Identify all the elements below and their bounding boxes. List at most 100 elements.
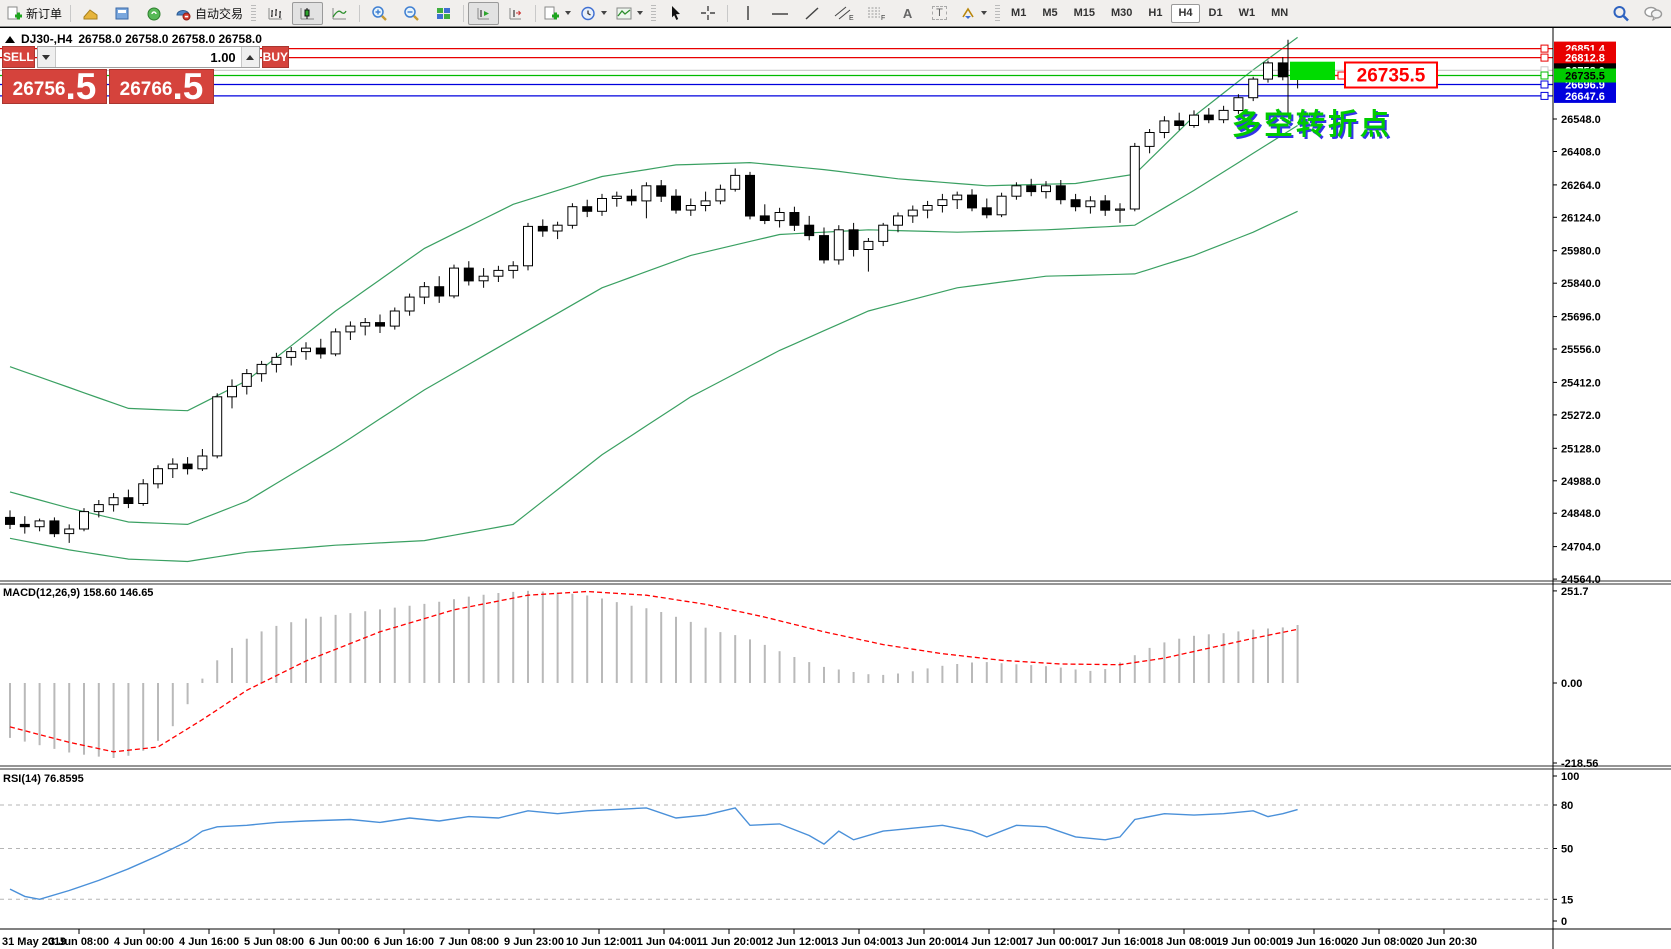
candle bbox=[1203, 114, 1214, 121]
fibonacci-tool-button[interactable]: F bbox=[860, 2, 891, 25]
timeframe-M5[interactable]: M5 bbox=[1035, 4, 1064, 23]
buy-price-main: 26766 bbox=[119, 79, 173, 100]
toolbar-drag-handle[interactable] bbox=[995, 4, 1001, 22]
cursor-tool-button[interactable] bbox=[660, 2, 691, 25]
candle bbox=[1218, 109, 1229, 121]
price-axis[interactable]: 26548.0 26408.0 26264.0 26124.0 25980.0 25840… bbox=[1552, 28, 1601, 949]
line-chart-button[interactable] bbox=[324, 2, 355, 25]
timeframe-M30[interactable]: M30 bbox=[1104, 4, 1139, 23]
bar-chart-button[interactable] bbox=[260, 2, 291, 25]
tile-windows-button[interactable] bbox=[428, 2, 459, 25]
candle bbox=[1248, 78, 1259, 99]
periods-dropdown-caret[interactable] bbox=[601, 11, 608, 15]
new-order-button[interactable]: 新订单 bbox=[3, 2, 66, 25]
candle bbox=[123, 497, 134, 505]
candle bbox=[878, 224, 889, 242]
collapse-panel-icon[interactable] bbox=[5, 35, 15, 43]
indicators-button[interactable] bbox=[540, 2, 575, 25]
volume-increase-button[interactable] bbox=[240, 47, 259, 67]
crosshair-tool-button[interactable] bbox=[692, 2, 723, 25]
timeframe-M15[interactable]: M15 bbox=[1067, 4, 1102, 23]
arrows-dropdown-caret[interactable] bbox=[981, 11, 988, 15]
search-button[interactable] bbox=[1605, 2, 1636, 25]
market-watch-icon bbox=[83, 8, 98, 19]
market-watch-button[interactable] bbox=[75, 2, 106, 25]
periods-button[interactable] bbox=[576, 2, 611, 25]
svg-text:13 Jun 04:00: 13 Jun 04:00 bbox=[826, 936, 892, 948]
templates-dropdown-caret[interactable] bbox=[637, 11, 644, 15]
autotrading-button[interactable]: 自动交易 bbox=[171, 2, 247, 25]
equidistant-channel-tool-button[interactable]: E bbox=[828, 2, 859, 25]
timeframe-H4[interactable]: H4 bbox=[1171, 3, 1200, 23]
line-endpoint-handle bbox=[1540, 44, 1549, 53]
pane-separators[interactable] bbox=[0, 580, 1671, 930]
increase-arrow-icon bbox=[246, 54, 255, 60]
buy-button[interactable]: BUY bbox=[261, 46, 290, 68]
candle bbox=[567, 206, 578, 226]
search-icon bbox=[1613, 5, 1629, 21]
indicators-dropdown-caret[interactable] bbox=[565, 11, 572, 15]
svg-text:0.00: 0.00 bbox=[1561, 678, 1582, 690]
candle bbox=[745, 174, 755, 217]
buy-price-box[interactable]: 26766.5 bbox=[109, 68, 214, 105]
auto-scroll-button[interactable] bbox=[468, 1, 500, 25]
text-label-tool-button[interactable]: T bbox=[924, 2, 955, 25]
volume-spinner bbox=[36, 46, 260, 68]
highlight-box-annotation[interactable] bbox=[1290, 61, 1335, 80]
candle bbox=[1159, 120, 1170, 134]
navigator-button[interactable] bbox=[107, 2, 138, 25]
candle bbox=[848, 229, 859, 251]
trendline-tool-button[interactable] bbox=[796, 2, 827, 25]
timeframe-H1[interactable]: H1 bbox=[1141, 4, 1169, 23]
price-tag bbox=[1554, 68, 1616, 83]
candle bbox=[5, 516, 15, 525]
price-callout-box[interactable] bbox=[1344, 61, 1438, 89]
svg-text:19 Jun 16:00: 19 Jun 16:00 bbox=[1281, 936, 1347, 948]
sell-button[interactable]: SELL bbox=[2, 46, 35, 68]
volume-input[interactable] bbox=[55, 47, 241, 67]
timeframe-W1[interactable]: W1 bbox=[1232, 4, 1263, 23]
candle bbox=[345, 325, 356, 333]
sell-price-box[interactable]: 26756.5 bbox=[2, 68, 107, 105]
svg-text:25556.0: 25556.0 bbox=[1561, 344, 1601, 356]
candle bbox=[241, 373, 252, 387]
candle bbox=[227, 385, 237, 398]
price-line-tags[interactable]: 26851.426812.826758.026696.926647.626735… bbox=[1540, 41, 1616, 103]
volume-decrease-button[interactable] bbox=[37, 47, 56, 67]
candle bbox=[952, 194, 963, 201]
auto-scroll-icon bbox=[477, 7, 490, 19]
candle bbox=[153, 468, 163, 485]
arrows-tool-button[interactable] bbox=[956, 2, 991, 25]
svg-text:9 Jun 23:00: 9 Jun 23:00 bbox=[504, 936, 564, 948]
turning-point-annotation[interactable]: 多空转折点 bbox=[1232, 109, 1393, 141]
toolbar-drag-handle[interactable] bbox=[251, 4, 257, 22]
chart-shift-button[interactable] bbox=[500, 2, 531, 25]
toolbar-separator bbox=[359, 4, 361, 22]
chart-canvas[interactable]: 26735.5 26548.0 26408.0 26264.0 26124.0 25980… bbox=[0, 28, 1671, 949]
timeframe-MN[interactable]: MN bbox=[1264, 4, 1295, 23]
line-endpoint-handle bbox=[1540, 91, 1549, 100]
timeframe-D1[interactable]: D1 bbox=[1202, 4, 1230, 23]
candle bbox=[212, 396, 223, 457]
vertical-line-tool-button[interactable] bbox=[732, 2, 763, 25]
toolbar-drag-handle[interactable] bbox=[651, 4, 657, 22]
zoom-out-icon bbox=[404, 6, 419, 21]
svg-text:6 Jun 00:00: 6 Jun 00:00 bbox=[309, 936, 369, 948]
zoom-in-icon bbox=[372, 6, 387, 21]
text-tool-button[interactable]: A bbox=[892, 2, 923, 25]
templates-button[interactable] bbox=[612, 2, 647, 25]
callout-anchor-handle[interactable] bbox=[1337, 71, 1346, 80]
timeframe-M1[interactable]: M1 bbox=[1004, 4, 1033, 23]
horizontal-line-tool-button[interactable] bbox=[764, 2, 795, 25]
line-chart-icon bbox=[332, 7, 347, 19]
signals-button[interactable] bbox=[139, 2, 170, 25]
chat-button[interactable] bbox=[1637, 2, 1668, 25]
zoom-in-button[interactable] bbox=[364, 2, 395, 25]
candlestick-chart-button[interactable] bbox=[292, 1, 324, 25]
chart-window[interactable]: 26735.5 26548.0 26408.0 26264.0 26124.0 25980… bbox=[0, 27, 1671, 949]
candle bbox=[996, 195, 1007, 216]
candle bbox=[700, 200, 711, 206]
zoom-out-button[interactable] bbox=[396, 2, 427, 25]
text-tool-icon: A bbox=[902, 5, 913, 21]
